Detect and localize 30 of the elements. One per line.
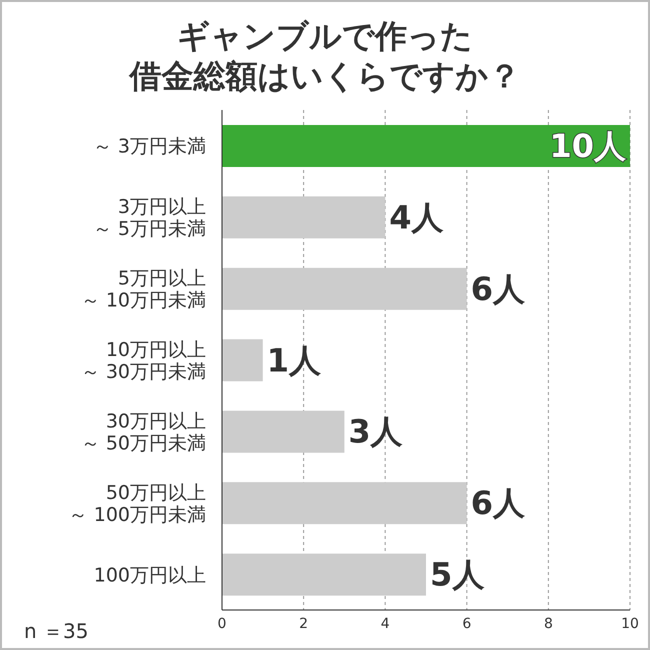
x-tick-label: 8	[544, 616, 553, 632]
bar	[222, 482, 467, 524]
data-label: 1人	[266, 341, 322, 380]
y-tick-label: 3万円以上～ 5万円未満	[92, 196, 206, 240]
x-tick-label: 10	[621, 616, 639, 632]
bar	[222, 339, 263, 382]
bar	[222, 554, 426, 596]
bar	[222, 196, 386, 238]
y-tick-label: 10万円以上～ 30万円未満	[80, 339, 206, 383]
bar	[222, 410, 344, 453]
chart-title: ギャンブルで作った	[176, 16, 474, 56]
y-tick-label: 5万円以上～ 10万円未満	[80, 268, 206, 312]
x-tick-label: 2	[299, 616, 308, 632]
x-tick-label: 0	[218, 616, 226, 632]
bar	[222, 125, 630, 167]
x-tick-label: 6	[462, 616, 472, 632]
y-tick-label: ～ 3万円未満	[92, 136, 206, 158]
data-label: 3人	[348, 412, 404, 451]
chart-subtitle: 借金総額はいくらですか？	[128, 56, 522, 96]
data-label: 6人	[470, 270, 526, 308]
y-tick-label: 30万円以上～ 50万円未満	[80, 410, 206, 454]
x-tick-label: 4	[380, 616, 390, 632]
text: n ＝35	[24, 618, 88, 645]
bar	[222, 268, 467, 310]
data-label: 5人	[430, 556, 486, 594]
y-tick-label: 100万円以上	[94, 564, 206, 586]
data-label: 10人	[549, 127, 627, 165]
y-tick-label: 50万円以上～ 100万円未満	[68, 482, 206, 526]
data-label: 4人	[389, 198, 444, 236]
data-label: 6人	[470, 484, 526, 522]
